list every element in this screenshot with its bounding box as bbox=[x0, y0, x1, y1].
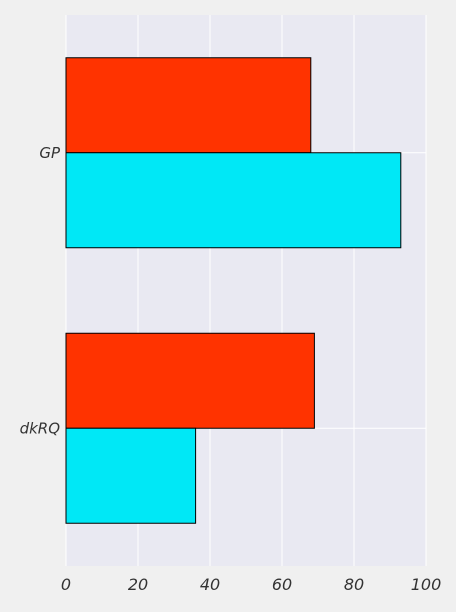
x-tick-label: 100 bbox=[411, 575, 442, 594]
bar-dkRQ-series-2 bbox=[65, 427, 197, 524]
y-category-label: dkRQ bbox=[20, 419, 61, 437]
bars bbox=[65, 57, 402, 524]
y-category-label: GP bbox=[39, 144, 61, 162]
y-category-labels: GP dkRQ bbox=[20, 144, 61, 438]
x-tick-label: 60 bbox=[272, 575, 292, 594]
bar-dkRQ-series-1 bbox=[65, 332, 315, 429]
x-tick-label: 80 bbox=[344, 575, 364, 594]
x-tick-label: 0 bbox=[61, 575, 71, 594]
x-tick-label: 20 bbox=[128, 575, 148, 594]
bar-GP-series-1 bbox=[65, 57, 312, 154]
x-tick-label: 40 bbox=[200, 575, 220, 594]
x-tick-labels: 0 20 40 60 80 100 bbox=[61, 575, 441, 594]
bar-GP-series-2 bbox=[65, 152, 402, 249]
